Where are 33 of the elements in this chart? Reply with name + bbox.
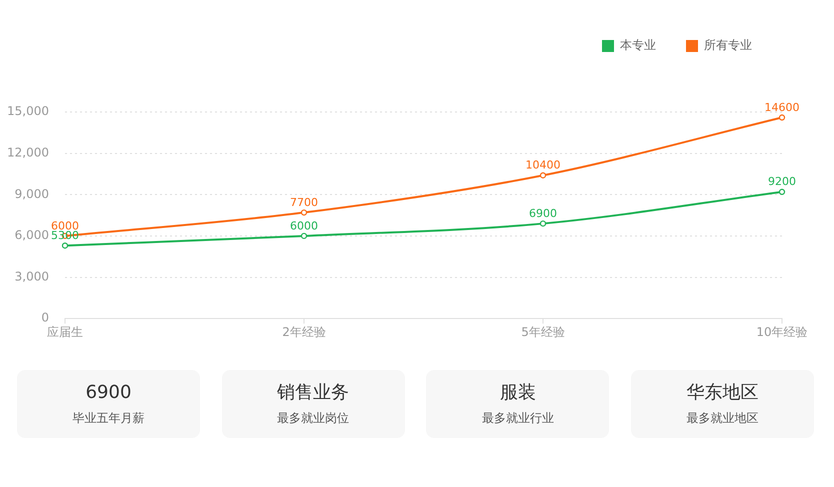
text: 毕业五年月薪 bbox=[72, 410, 146, 426]
legend-label: 本专业 bbox=[620, 38, 656, 52]
data-label: 14600 bbox=[764, 100, 800, 114]
data-label: 6900 bbox=[529, 206, 557, 220]
data-label: 6000 bbox=[290, 219, 318, 232]
text: 服装 bbox=[498, 381, 537, 405]
point bbox=[778, 114, 786, 121]
y-tick-label: 0 bbox=[41, 310, 49, 325]
data-label: 7700 bbox=[290, 196, 318, 209]
text: 6900 bbox=[84, 381, 132, 405]
text: 销售业务 bbox=[276, 381, 350, 405]
point bbox=[62, 242, 68, 249]
data-label: 9200 bbox=[768, 175, 796, 188]
y-tick-label: 12,000 bbox=[7, 145, 49, 160]
y-tick-label: 15,000 bbox=[7, 104, 49, 118]
point bbox=[540, 172, 546, 178]
text: 最多就业地区 bbox=[686, 410, 760, 426]
point bbox=[778, 188, 786, 195]
y-tick-label: 3,000 bbox=[14, 269, 49, 284]
text: 最多就业岗位 bbox=[276, 410, 350, 426]
x-tick-label: 10年经验 bbox=[756, 324, 808, 339]
x-tick-label: 5年经验 bbox=[521, 324, 565, 339]
text: 华东地区 bbox=[686, 381, 760, 405]
point bbox=[300, 232, 308, 240]
text: 最多就业行业 bbox=[480, 410, 555, 426]
x-tick-label: 应届生 bbox=[47, 324, 83, 339]
x-tick-label: 2年经验 bbox=[282, 324, 326, 339]
y-tick-label: 6,000 bbox=[14, 228, 49, 242]
point bbox=[300, 209, 308, 216]
point bbox=[540, 220, 546, 227]
legend-label: 所有专业 bbox=[704, 38, 752, 52]
y-tick-label: 9,000 bbox=[14, 186, 49, 201]
data-label: 10400 bbox=[526, 158, 560, 172]
